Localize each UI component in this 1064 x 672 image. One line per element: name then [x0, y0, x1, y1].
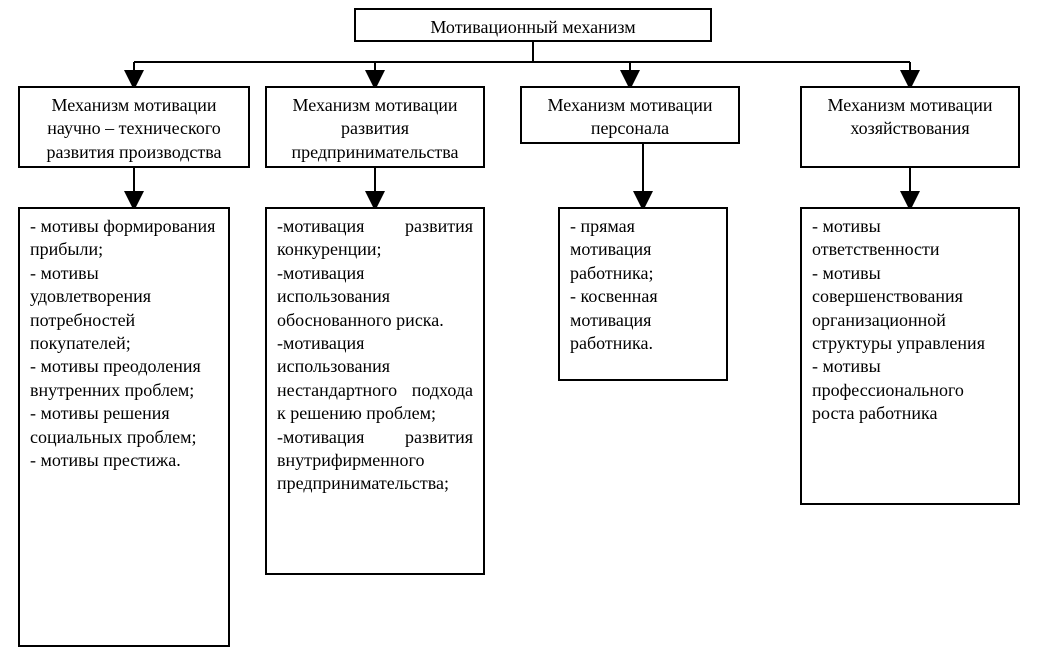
- root-node: Мотивационный механизм: [354, 8, 712, 42]
- detail-item: - мотивы удовлетворения потребностей пок…: [30, 262, 218, 356]
- detail-item: - мотивы профессионального роста работни…: [812, 355, 1008, 425]
- branch-label-1: Механизм мотивации научно – технического…: [46, 95, 221, 162]
- detail-item: -мотивация развития конкуренции;: [277, 215, 473, 262]
- detail-node-4: - мотивы ответственности - мотивы соверш…: [800, 207, 1020, 505]
- detail-node-2: -мотивация развития конкуренции; -мотива…: [265, 207, 485, 575]
- detail-item: -мотивация развития внутрифирменного пре…: [277, 426, 473, 496]
- detail-item: - мотивы преодоления внутренних проблем;: [30, 355, 218, 402]
- branch-node-4: Механизм мотивации хозяйствования: [800, 86, 1020, 168]
- root-title-text: Мотивационный механизм: [430, 17, 635, 37]
- detail-item: - мотивы формирования прибыли;: [30, 215, 218, 262]
- detail-item: - мотивы совершенствования организационн…: [812, 262, 1008, 356]
- branch-label-4: Механизм мотивации хозяйствования: [827, 95, 992, 138]
- detail-node-1: - мотивы формирования прибыли; - мотивы …: [18, 207, 230, 647]
- detail-item: - мотивы престижа.: [30, 449, 218, 472]
- detail-node-3: - прямая мотивация работника; - косвенна…: [558, 207, 728, 381]
- branch-node-1: Механизм мотивации научно – технического…: [18, 86, 250, 168]
- detail-item: -мотивация использования нестандартного …: [277, 332, 473, 426]
- detail-item: - мотивы решения социальных проблем;: [30, 402, 218, 449]
- detail-item: - прямая мотивация работника;: [570, 215, 716, 285]
- detail-item: - косвенная мотивация работника.: [570, 285, 716, 355]
- branch-node-3: Механизм мотивации персонала: [520, 86, 740, 144]
- branch-label-2: Механизм мотивации развития предпринимат…: [291, 95, 458, 162]
- branch-node-2: Механизм мотивации развития предпринимат…: [265, 86, 485, 168]
- detail-item: - мотивы ответственности: [812, 215, 1008, 262]
- branch-label-3: Механизм мотивации персонала: [547, 95, 712, 138]
- detail-item: -мотивация использования обоснованного р…: [277, 262, 473, 332]
